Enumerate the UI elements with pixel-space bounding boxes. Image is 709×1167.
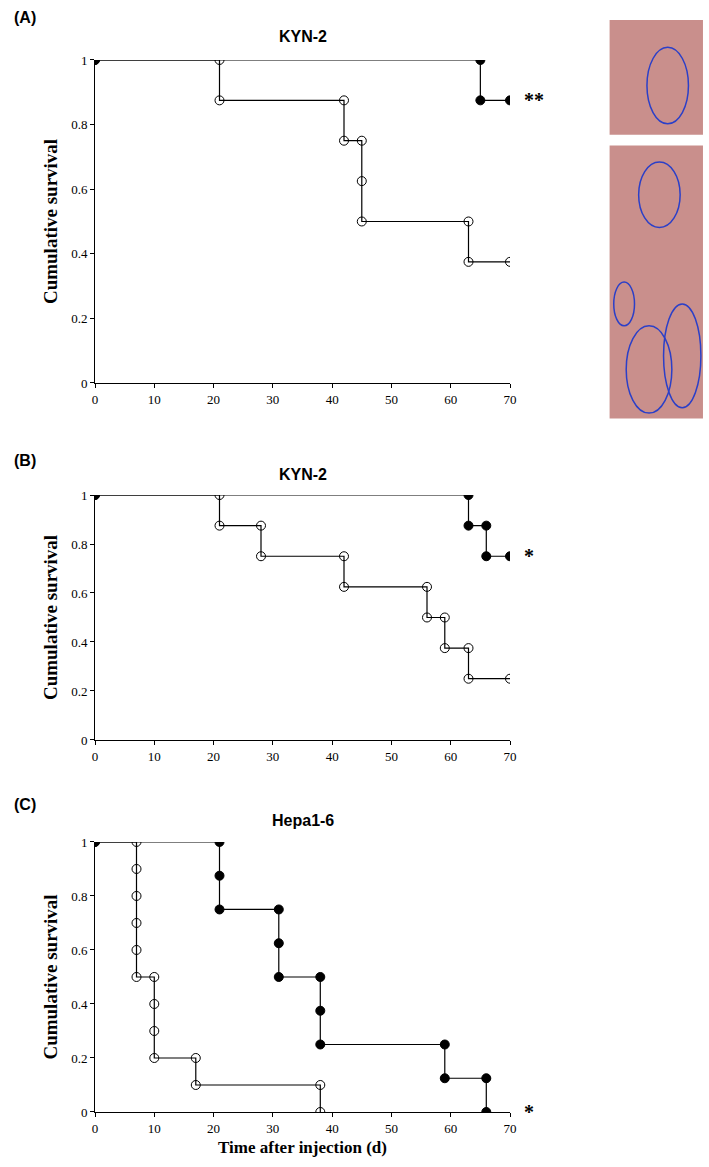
svg-text:*: * <box>524 545 534 567</box>
svg-text:Cumulative survival: Cumulative survival <box>40 894 61 1059</box>
svg-text:30: 30 <box>266 392 279 407</box>
svg-text:0.8: 0.8 <box>71 889 87 904</box>
svg-text:20: 20 <box>207 1121 220 1136</box>
svg-text:60: 60 <box>444 749 457 764</box>
svg-text:0.6: 0.6 <box>71 182 88 197</box>
svg-text:10: 10 <box>148 1121 161 1136</box>
svg-text:1: 1 <box>81 834 88 849</box>
svg-text:0.2: 0.2 <box>71 311 87 326</box>
svg-text:10: 10 <box>148 392 161 407</box>
svg-text:40: 40 <box>326 749 339 764</box>
svg-text:50: 50 <box>385 392 398 407</box>
svg-text:40: 40 <box>326 392 339 407</box>
svg-text:70: 70 <box>504 392 517 407</box>
svg-text:0: 0 <box>81 1105 88 1120</box>
svg-text:0.8: 0.8 <box>71 117 87 132</box>
svg-text:1: 1 <box>81 53 88 68</box>
svg-text:0.6: 0.6 <box>71 943 88 958</box>
svg-text:Hepa1-6: Hepa1-6 <box>272 812 334 829</box>
svg-text:0.8: 0.8 <box>71 537 87 552</box>
svg-text:20: 20 <box>207 749 220 764</box>
svg-text:(A): (A) <box>14 9 36 26</box>
svg-text:0: 0 <box>81 733 88 748</box>
svg-text:KYN-2: KYN-2 <box>279 28 327 45</box>
svg-text:0.2: 0.2 <box>71 684 87 699</box>
svg-text:*: * <box>524 1101 534 1123</box>
svg-text:(C): (C) <box>14 796 36 813</box>
svg-text:70: 70 <box>504 749 517 764</box>
svg-text:0.4: 0.4 <box>71 635 88 650</box>
svg-text:40: 40 <box>326 1121 339 1136</box>
svg-text:30: 30 <box>266 1121 279 1136</box>
svg-text:Cumulative survival: Cumulative survival <box>40 139 61 304</box>
svg-text:50: 50 <box>385 749 398 764</box>
svg-text:10: 10 <box>148 749 161 764</box>
svg-text:30: 30 <box>266 749 279 764</box>
svg-text:KYN-2: KYN-2 <box>279 466 327 483</box>
svg-text:0.2: 0.2 <box>71 1051 87 1066</box>
svg-text:0: 0 <box>81 376 88 391</box>
svg-text:0: 0 <box>92 749 99 764</box>
svg-text:0: 0 <box>92 392 99 407</box>
svg-text:Cumulative survival: Cumulative survival <box>40 535 61 700</box>
svg-text:60: 60 <box>444 392 457 407</box>
svg-text:60: 60 <box>444 1121 457 1136</box>
svg-text:50: 50 <box>385 1121 398 1136</box>
svg-text:20: 20 <box>207 392 220 407</box>
svg-text:0.4: 0.4 <box>71 246 88 261</box>
svg-text:1: 1 <box>81 488 88 503</box>
svg-text:(B): (B) <box>14 452 36 469</box>
svg-text:0: 0 <box>92 1121 99 1136</box>
svg-text:0.6: 0.6 <box>71 586 88 601</box>
svg-text:**: ** <box>524 89 544 111</box>
svg-text:0.4: 0.4 <box>71 997 88 1012</box>
svg-text:Time after injection (d): Time after injection (d) <box>218 1138 387 1157</box>
svg-text:70: 70 <box>504 1121 517 1136</box>
